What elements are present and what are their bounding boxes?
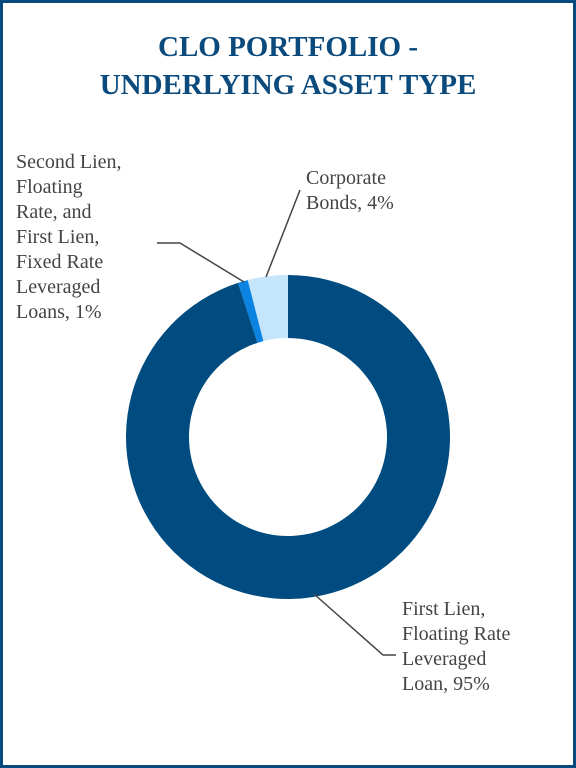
pie-slice xyxy=(125,275,450,599)
slice-label: Second Lien, Floating Rate, and First Li… xyxy=(16,151,122,323)
chart-title: CLO PORTFOLIO - UNDERLYING ASSET TYPE xyxy=(99,31,477,101)
leader-line xyxy=(313,593,396,656)
slice-label: Corporate Bonds, 4% xyxy=(306,167,394,214)
leader-line xyxy=(157,242,245,283)
leader-line xyxy=(265,189,301,278)
slice-label: First Lien, Floating Rate Leveraged Loan… xyxy=(402,598,511,695)
pie-slice xyxy=(247,275,288,342)
pie-slice xyxy=(237,280,264,343)
